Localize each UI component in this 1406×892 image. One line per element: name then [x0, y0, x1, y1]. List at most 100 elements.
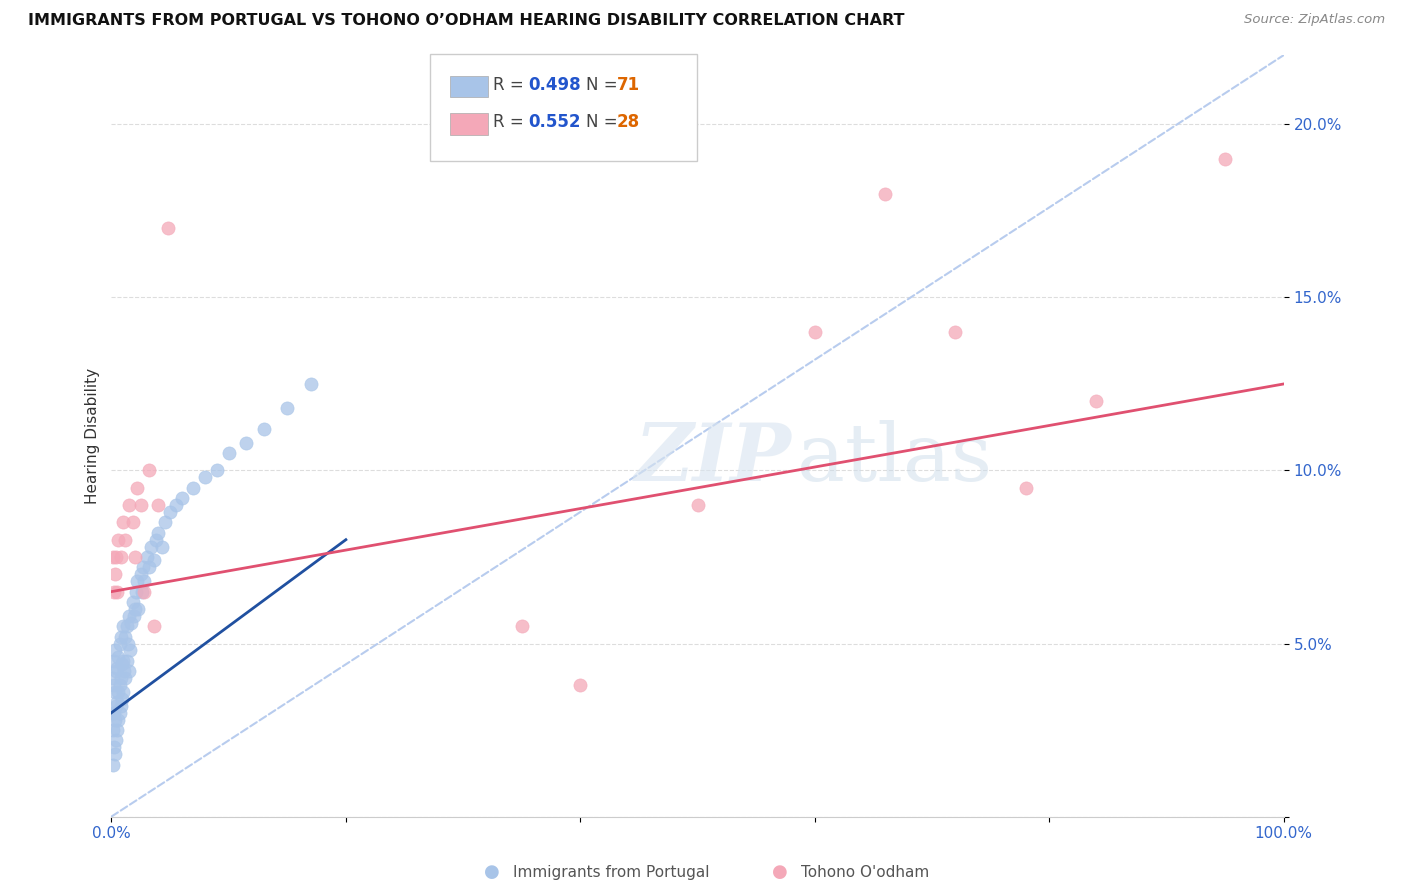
- Point: [127, 602, 149, 616]
- Point: [101, 671, 124, 685]
- Point: [104, 713, 127, 727]
- Text: 71: 71: [617, 76, 640, 94]
- Point: [105, 549, 128, 564]
- Point: [142, 553, 165, 567]
- Point: [104, 747, 127, 762]
- Point: [299, 376, 322, 391]
- Point: [111, 692, 134, 706]
- Point: [1213, 152, 1236, 166]
- Point: [115, 619, 138, 633]
- Point: [112, 664, 135, 678]
- Point: [875, 186, 897, 201]
- Point: [101, 757, 124, 772]
- Point: [135, 549, 157, 564]
- Point: [110, 698, 132, 713]
- Text: R =: R =: [494, 113, 529, 131]
- Point: [112, 685, 135, 699]
- Point: [110, 549, 132, 564]
- Point: [118, 608, 141, 623]
- Point: [117, 636, 139, 650]
- Text: N =: N =: [586, 113, 623, 131]
- Point: [253, 422, 276, 436]
- Point: [150, 540, 173, 554]
- Point: [205, 463, 228, 477]
- Point: [103, 654, 125, 668]
- Point: [170, 491, 193, 505]
- Point: [155, 516, 177, 530]
- Point: [103, 584, 125, 599]
- Point: [156, 221, 179, 235]
- Point: [141, 540, 163, 554]
- Point: [127, 481, 149, 495]
- Point: [105, 584, 128, 599]
- Point: [105, 733, 128, 747]
- Text: IMMIGRANTS FROM PORTUGAL VS TOHONO O’ODHAM HEARING DISABILITY CORRELATION CHART: IMMIGRANTS FROM PORTUGAL VS TOHONO O’ODH…: [28, 13, 904, 29]
- Point: [107, 650, 129, 665]
- Text: R =: R =: [494, 76, 529, 94]
- Point: [110, 671, 132, 685]
- Point: [276, 401, 298, 416]
- Point: [105, 723, 128, 737]
- Point: [105, 698, 128, 713]
- Point: [112, 516, 135, 530]
- Point: [124, 602, 146, 616]
- Point: [127, 574, 149, 589]
- Point: [235, 435, 257, 450]
- Point: [122, 608, 145, 623]
- Point: [101, 706, 124, 720]
- Point: [105, 695, 128, 709]
- Point: [103, 678, 125, 692]
- Point: [103, 706, 125, 720]
- Point: [134, 574, 156, 589]
- Text: ●: ●: [484, 863, 501, 881]
- Point: [148, 498, 170, 512]
- Point: [104, 567, 127, 582]
- Text: 28: 28: [617, 113, 640, 131]
- Text: ZIP: ZIP: [634, 420, 792, 498]
- Point: [129, 498, 152, 512]
- Point: [111, 657, 134, 672]
- Point: [194, 470, 217, 484]
- Point: [218, 446, 240, 460]
- Point: [138, 463, 160, 477]
- Point: [165, 498, 187, 512]
- Point: [110, 630, 132, 644]
- Text: Immigrants from Portugal: Immigrants from Portugal: [513, 865, 710, 880]
- Text: 0.552: 0.552: [529, 113, 581, 131]
- Text: Tohono O'odham: Tohono O'odham: [801, 865, 929, 880]
- Point: [1085, 394, 1108, 409]
- Point: [510, 619, 533, 633]
- Point: [114, 533, 136, 547]
- Point: [159, 505, 181, 519]
- Point: [118, 664, 141, 678]
- Point: [120, 643, 142, 657]
- Point: [115, 654, 138, 668]
- Point: [945, 325, 967, 339]
- Point: [101, 723, 124, 737]
- Point: [148, 525, 170, 540]
- Point: [114, 671, 136, 685]
- Point: [105, 661, 128, 675]
- Point: [103, 740, 125, 755]
- Point: [112, 654, 135, 668]
- Point: [129, 567, 152, 582]
- Point: [145, 533, 167, 547]
- Point: [183, 481, 205, 495]
- Point: [804, 325, 827, 339]
- Point: [120, 615, 142, 630]
- Point: [124, 549, 146, 564]
- Point: [104, 643, 127, 657]
- Point: [131, 584, 153, 599]
- Point: [121, 516, 143, 530]
- Text: ●: ●: [772, 863, 789, 881]
- Point: [108, 678, 131, 692]
- Point: [1015, 481, 1038, 495]
- Point: [107, 533, 129, 547]
- Point: [104, 685, 127, 699]
- Point: [107, 713, 129, 727]
- Text: N =: N =: [586, 76, 623, 94]
- Point: [108, 636, 131, 650]
- Point: [114, 630, 136, 644]
- Point: [132, 560, 155, 574]
- Point: [108, 706, 131, 720]
